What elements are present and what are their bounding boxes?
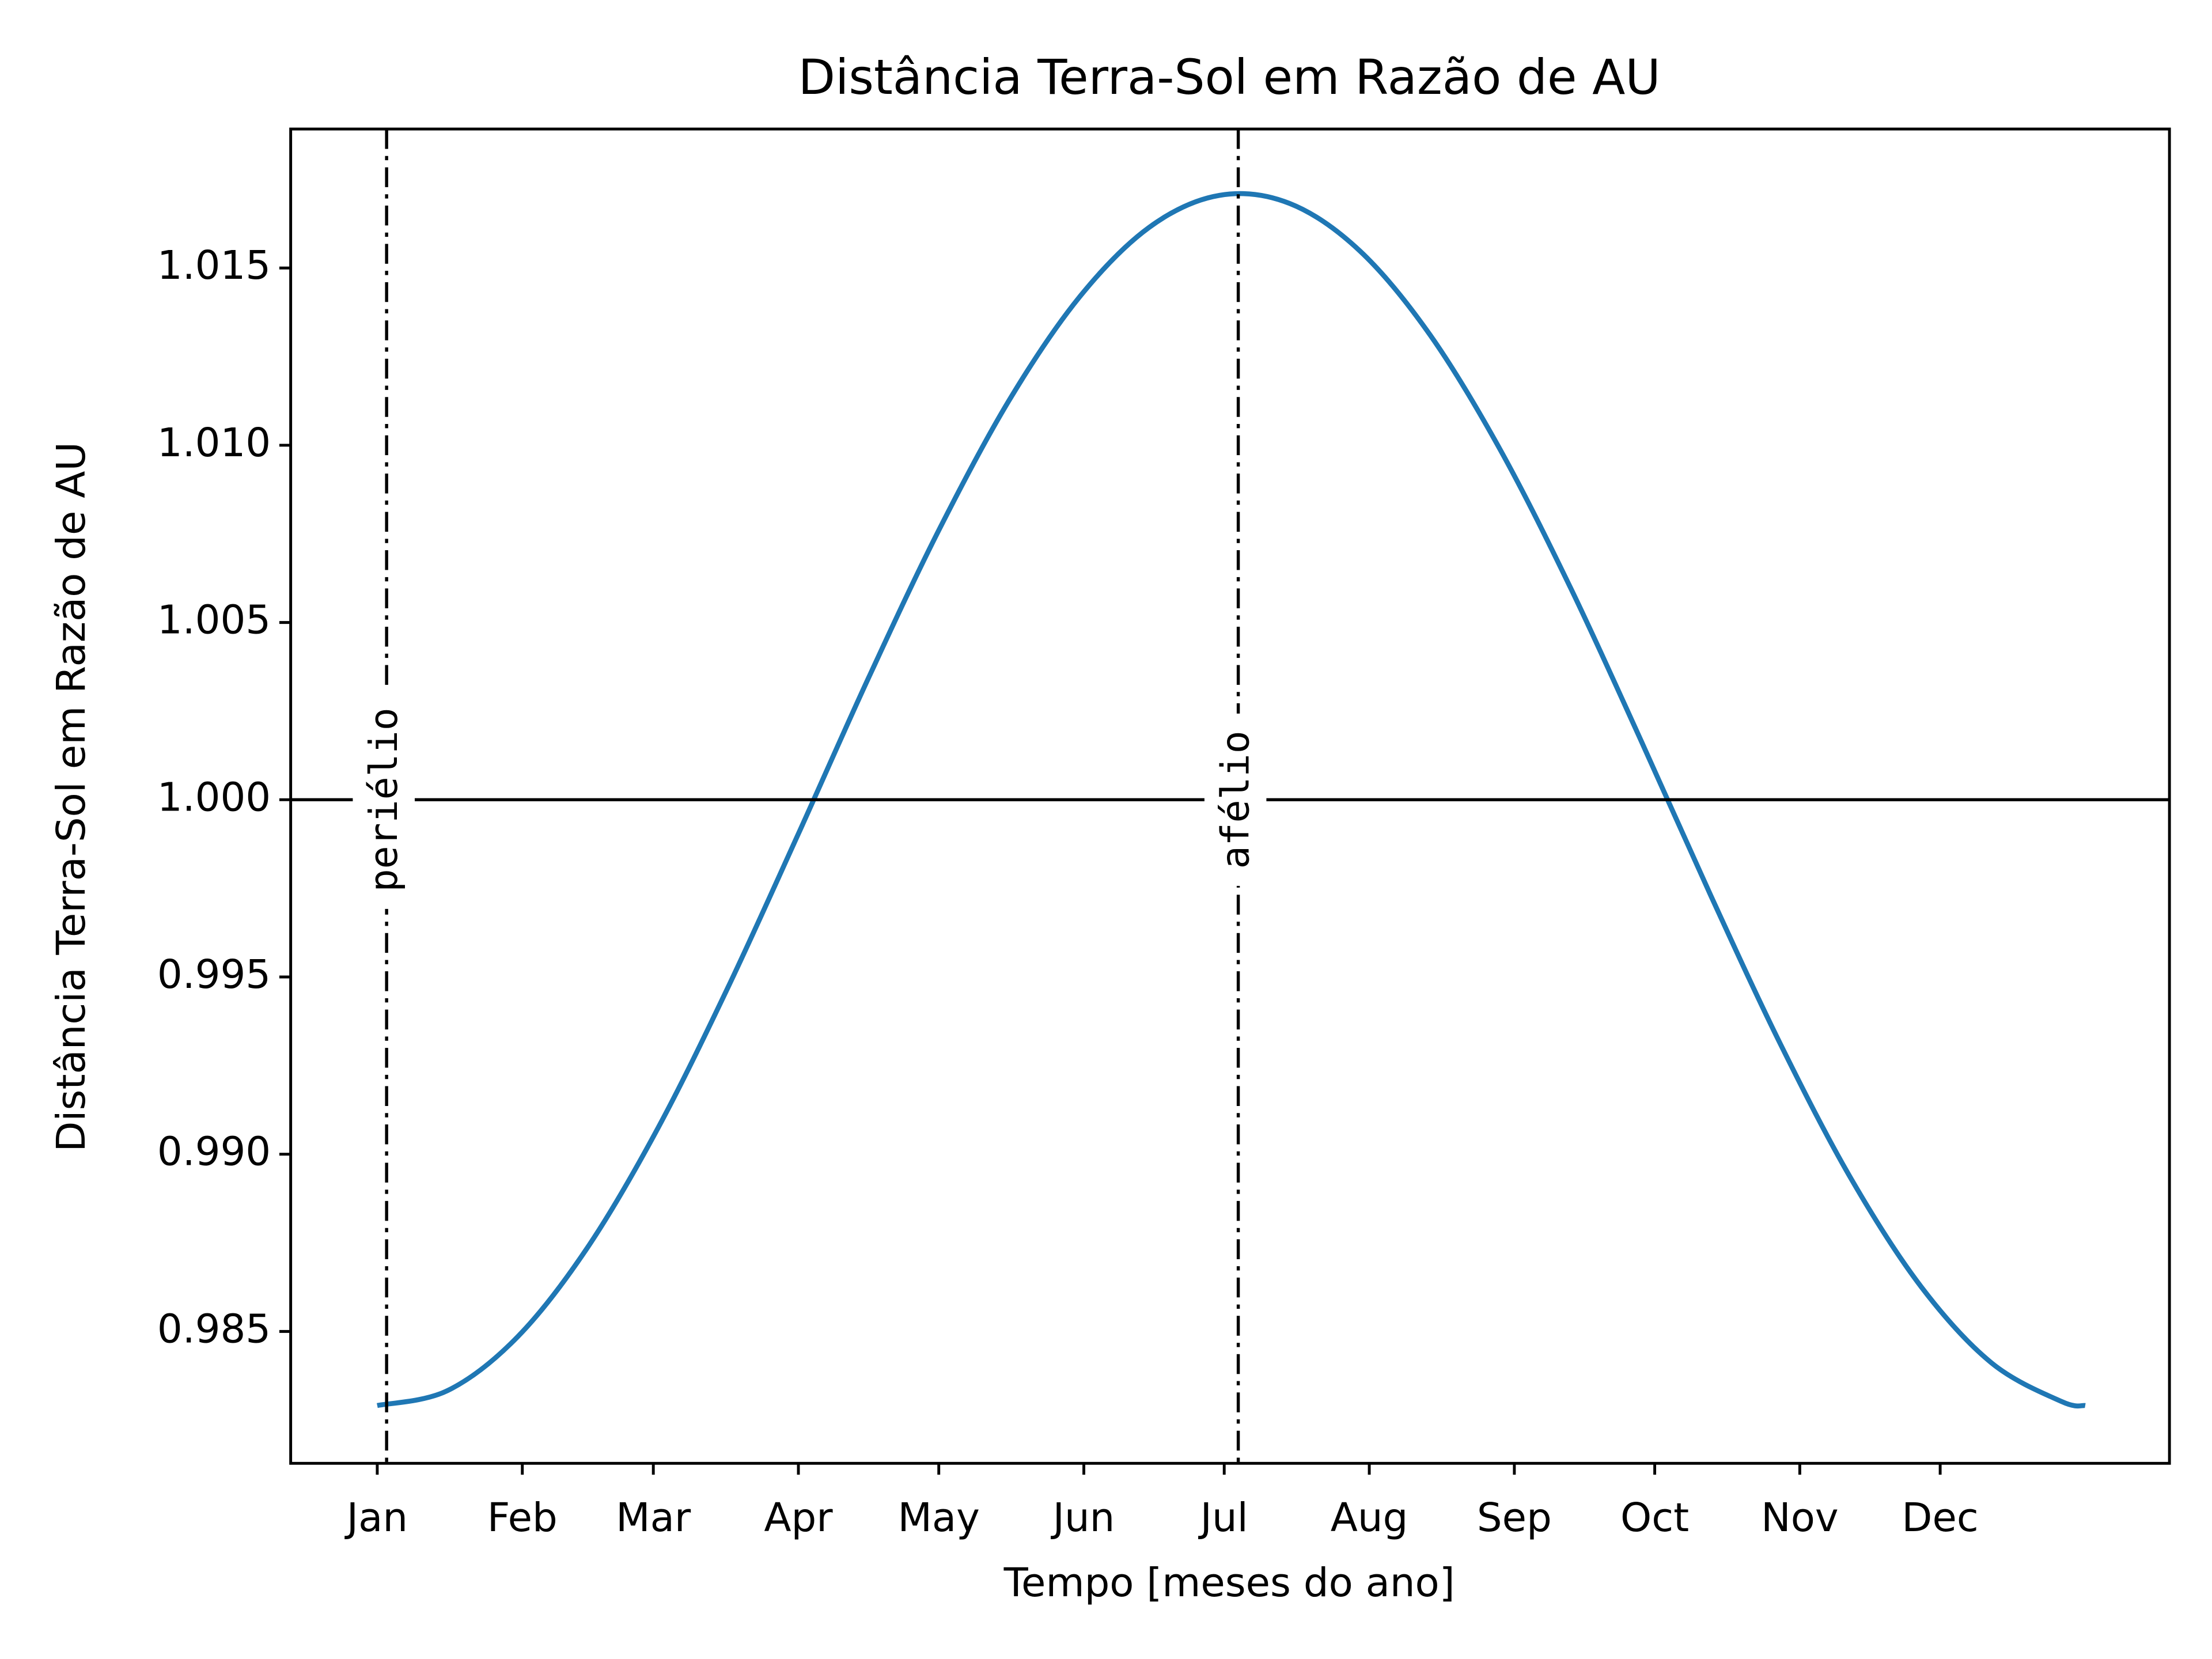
x-tick-label: Jun <box>1051 1495 1115 1541</box>
x-axis-label: Tempo [meses do ano] <box>1003 1560 1455 1606</box>
x-tick-label: Aug <box>1331 1495 1408 1541</box>
y-tick-label: 0.985 <box>157 1306 271 1352</box>
x-tick-label: Feb <box>487 1495 558 1541</box>
annotation: afélio <box>1213 730 1258 869</box>
y-tick-label: 0.995 <box>157 952 271 998</box>
x-tick-label: Sep <box>1477 1495 1552 1541</box>
y-tick-label: 1.015 <box>157 243 271 289</box>
chart-title: Distância Terra-Sol em Razão de AU <box>798 49 1661 105</box>
y-axis-label: Distância Terra-Sol em Razão de AU <box>48 442 94 1152</box>
annotation-box <box>353 690 415 909</box>
x-tick-label: Jul <box>1198 1495 1248 1541</box>
x-tick-label: Mar <box>616 1495 691 1541</box>
y-tick-label: 0.990 <box>157 1129 271 1175</box>
annotation: periélio <box>361 707 406 892</box>
x-tick-label: Dec <box>1902 1495 1978 1541</box>
x-tick-label: Apr <box>764 1495 833 1541</box>
x-tick-label: Nov <box>1761 1495 1838 1541</box>
data-line <box>377 191 2086 1409</box>
x-tick-label: Oct <box>1620 1495 1689 1541</box>
y-tick-label: 1.000 <box>157 774 271 820</box>
x-tick-label: May <box>897 1495 979 1541</box>
y-tick-label: 1.005 <box>157 597 271 643</box>
plot-frame <box>289 127 2171 1465</box>
x-tick-label: Jan <box>344 1495 408 1541</box>
y-tick-label: 1.010 <box>157 420 271 466</box>
annotation-box <box>1204 713 1267 886</box>
